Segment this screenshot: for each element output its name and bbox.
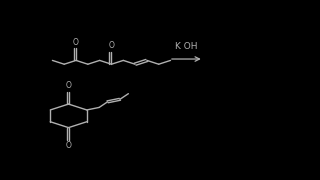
Text: O: O [66,81,71,90]
Text: O: O [108,41,115,50]
Text: O: O [66,141,71,150]
Text: K OH: K OH [175,42,197,51]
Text: O: O [73,38,79,47]
